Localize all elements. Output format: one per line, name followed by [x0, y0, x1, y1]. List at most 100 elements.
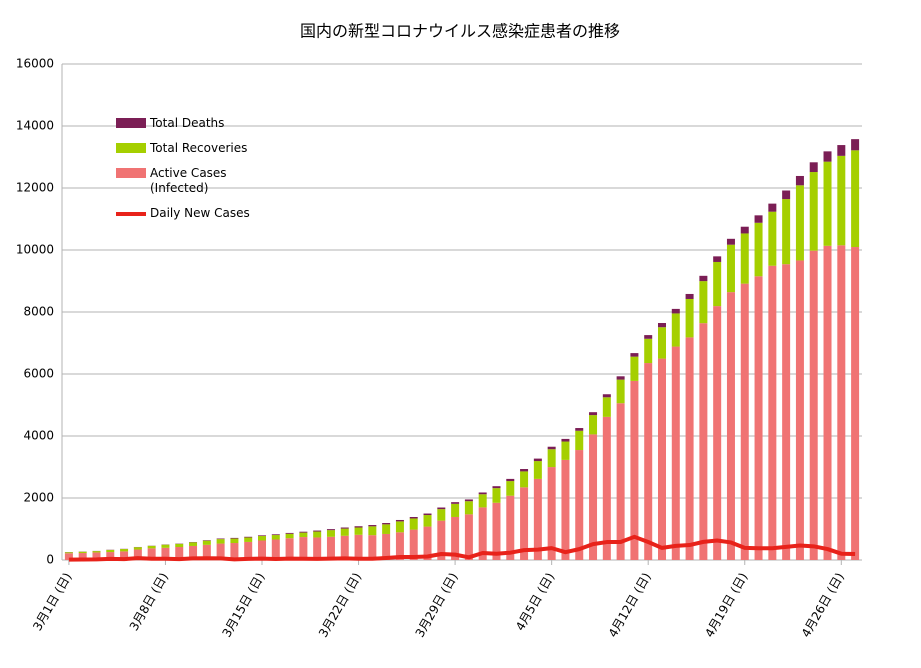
bar	[423, 513, 432, 516]
bar	[368, 535, 377, 560]
bar	[658, 358, 666, 560]
bar	[616, 403, 625, 560]
bar	[382, 524, 391, 534]
bar	[782, 199, 791, 265]
bar	[726, 238, 735, 245]
bar	[147, 548, 156, 560]
bar	[120, 549, 129, 552]
bar	[92, 551, 101, 553]
bar	[451, 516, 460, 560]
y-tick-label: 4000	[23, 429, 54, 443]
bar	[630, 356, 639, 381]
bar	[244, 537, 253, 542]
bar	[506, 495, 515, 560]
bar	[368, 526, 377, 536]
bar	[630, 353, 639, 357]
bar	[216, 543, 225, 560]
bar	[382, 533, 391, 560]
bar	[713, 306, 722, 560]
bar	[699, 275, 708, 282]
bar	[685, 337, 694, 560]
bar	[795, 185, 804, 261]
bar	[161, 544, 170, 548]
bar	[602, 416, 611, 560]
bar	[561, 459, 570, 560]
bar	[837, 155, 846, 246]
bar	[244, 541, 253, 560]
bar	[809, 172, 818, 251]
y-tick-label: 16000	[16, 57, 54, 71]
bar	[189, 545, 198, 560]
bar	[575, 450, 584, 560]
y-tick-label: 10000	[16, 243, 54, 257]
bar	[299, 531, 308, 533]
bar	[547, 467, 556, 560]
bar	[658, 327, 666, 359]
bar	[285, 538, 294, 560]
bar	[106, 549, 115, 553]
bar	[202, 544, 211, 560]
bar	[699, 323, 708, 560]
bar	[492, 486, 501, 489]
bar	[299, 537, 308, 560]
bar	[258, 536, 266, 541]
bar	[602, 397, 611, 417]
bar	[616, 379, 625, 404]
bar	[120, 551, 129, 560]
bar	[685, 293, 694, 299]
legend: Total Deaths Total Recoveries Active Cases…	[116, 116, 250, 231]
bar	[92, 552, 101, 560]
bar	[326, 536, 335, 560]
bar	[589, 415, 598, 435]
bar	[671, 346, 680, 560]
bar	[533, 461, 542, 479]
bar	[658, 323, 666, 328]
bar	[644, 335, 653, 339]
bar	[561, 441, 570, 460]
bar	[520, 487, 529, 560]
bar	[216, 538, 225, 540]
bar	[395, 521, 404, 533]
bar	[409, 518, 418, 530]
x-tick-label: 4月26日 (日)	[799, 570, 847, 639]
bar	[768, 211, 777, 266]
bar	[575, 430, 584, 451]
bar	[740, 283, 749, 560]
bar	[423, 526, 432, 560]
bar	[795, 175, 804, 186]
bar	[285, 533, 294, 539]
bar	[782, 190, 791, 200]
bar	[326, 530, 335, 537]
legend-item: Active Cases (Infected)	[116, 166, 250, 196]
bar	[768, 265, 777, 560]
bar	[64, 553, 73, 560]
bar	[313, 530, 322, 532]
bar	[602, 394, 611, 398]
bar	[437, 507, 446, 510]
bar	[740, 226, 749, 234]
legend-item: Total Deaths	[116, 116, 250, 131]
bar	[464, 514, 473, 560]
bar	[368, 525, 377, 527]
bar	[175, 543, 184, 548]
bar	[340, 535, 349, 560]
y-tick-label: 14000	[16, 119, 54, 133]
x-tick-label: 3月22日 (日)	[316, 570, 364, 639]
y-tick-label: 0	[46, 553, 54, 567]
y-tick-label: 6000	[23, 367, 54, 381]
x-tick-label: 4月12日 (日)	[606, 570, 654, 639]
bar	[271, 535, 280, 540]
bar	[133, 549, 142, 560]
bar	[492, 488, 501, 503]
bar	[644, 338, 653, 364]
bar	[713, 256, 722, 262]
bar	[409, 517, 418, 519]
bar	[809, 162, 818, 173]
bar	[409, 529, 418, 560]
bar	[726, 244, 735, 293]
bar	[133, 547, 142, 550]
bar	[699, 281, 708, 324]
bar	[258, 535, 266, 537]
bar	[492, 502, 501, 560]
